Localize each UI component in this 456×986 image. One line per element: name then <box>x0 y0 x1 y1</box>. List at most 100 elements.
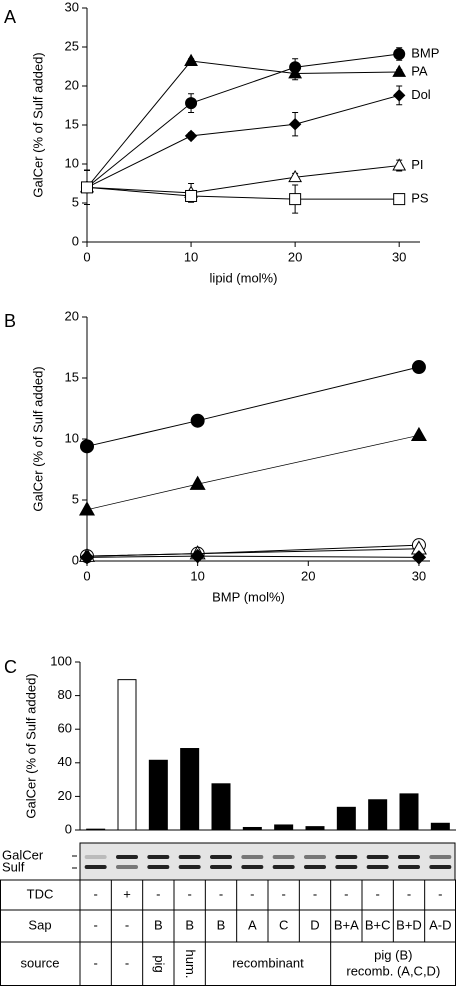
gel-band <box>272 855 295 859</box>
series-line <box>86 366 420 447</box>
bar <box>117 679 137 831</box>
gel-band <box>335 865 358 869</box>
marker <box>79 550 95 565</box>
table-cell: + <box>123 886 131 901</box>
bar <box>368 799 388 831</box>
panel-label: C <box>4 657 17 677</box>
series-line <box>86 555 419 558</box>
marker <box>189 475 206 490</box>
y-tick-label: 15 <box>65 116 79 131</box>
bar <box>336 806 356 831</box>
series-label: PA <box>411 63 428 78</box>
series-line <box>86 548 419 557</box>
series-line <box>86 60 400 188</box>
bar <box>86 828 106 831</box>
y-tick-label: 0 <box>65 821 72 836</box>
y-tick-label: 80 <box>58 687 72 702</box>
gel-band <box>210 855 232 859</box>
y-tick-label: 20 <box>65 77 79 92</box>
marker <box>392 158 407 171</box>
marker <box>410 426 427 442</box>
y-tick-label: 15 <box>65 369 79 384</box>
table-cell: B <box>185 917 194 932</box>
series-label: BMP <box>411 45 439 60</box>
marker <box>190 413 205 428</box>
gel-band <box>366 855 389 859</box>
marker <box>288 169 303 183</box>
table-cell: - <box>344 886 348 901</box>
row-label: source <box>20 955 59 970</box>
series-line <box>86 53 400 188</box>
series-line <box>86 434 420 511</box>
marker <box>393 193 406 206</box>
y-tick-label: 10 <box>65 430 79 445</box>
gel-band <box>304 855 326 859</box>
marker <box>78 501 96 516</box>
gel-band <box>147 865 170 869</box>
table-cell: - <box>93 886 97 901</box>
series-label: PS <box>411 191 429 206</box>
table-cell: - <box>187 886 191 901</box>
x-tick-label: 10 <box>190 568 204 583</box>
x-tick-label: 20 <box>301 568 315 583</box>
gel-label: GalCer <box>2 847 44 862</box>
gel-band <box>366 865 389 869</box>
table-cell: - <box>313 886 317 901</box>
y-axis-title: GalCer (% of Sulf added) <box>23 673 38 818</box>
x-tick-label: 20 <box>288 249 302 264</box>
marker <box>185 189 198 202</box>
x-tick-label: 0 <box>83 249 90 264</box>
gel-band <box>241 855 264 859</box>
table-cell: pig (B) <box>374 947 412 962</box>
gel-band <box>84 855 107 859</box>
bar <box>430 822 450 831</box>
gel <box>79 842 456 881</box>
gel-band <box>178 855 201 859</box>
marker <box>411 360 426 375</box>
series-line <box>86 186 400 200</box>
marker <box>289 193 302 206</box>
bar <box>211 783 231 831</box>
bar <box>274 824 294 831</box>
series-label: Dol <box>411 87 431 102</box>
x-tick-label: 30 <box>412 568 426 583</box>
series-label: PI <box>411 157 423 172</box>
series-line <box>86 165 400 194</box>
table-cell: B+C <box>365 917 391 932</box>
y-tick-label: 5 <box>72 194 79 209</box>
table-cell: B+A <box>334 917 359 932</box>
gel-band <box>272 865 295 869</box>
table-cell: B+D <box>396 917 422 932</box>
y-tick-label: 60 <box>58 721 72 736</box>
table-cell: B <box>217 917 226 932</box>
gel-band <box>147 855 170 859</box>
y-tick-label: 0 <box>72 552 79 567</box>
table-cell: - <box>156 886 160 901</box>
table-cell: - <box>219 886 223 901</box>
y-axis-title: GalCer (% of Sulf added) <box>30 366 45 511</box>
marker <box>288 66 303 79</box>
table-cell: recombinant <box>232 955 304 970</box>
table-cell: - <box>125 917 129 932</box>
gel-band <box>241 865 264 869</box>
table-cell: recomb. (A,C,D) <box>346 963 440 978</box>
bar <box>305 826 325 831</box>
table-cell: - <box>93 917 97 932</box>
table-cell: - <box>93 955 97 970</box>
gel-band <box>116 865 138 869</box>
y-tick-label: 0 <box>72 233 79 248</box>
bar <box>148 759 168 831</box>
marker <box>81 181 93 194</box>
panel-label: A <box>4 7 16 27</box>
y-tick-label: 20 <box>65 308 79 323</box>
gel-band <box>178 865 201 869</box>
table-cell: - <box>125 955 129 970</box>
table-cell: A <box>248 917 257 932</box>
y-tick-label: 5 <box>72 491 79 506</box>
table-cell: - <box>281 886 285 901</box>
gel-band <box>84 865 107 869</box>
marker <box>185 97 198 110</box>
y-tick-label: 40 <box>58 754 72 769</box>
y-tick-label: 30 <box>65 0 79 14</box>
x-tick-label: 0 <box>83 568 90 583</box>
